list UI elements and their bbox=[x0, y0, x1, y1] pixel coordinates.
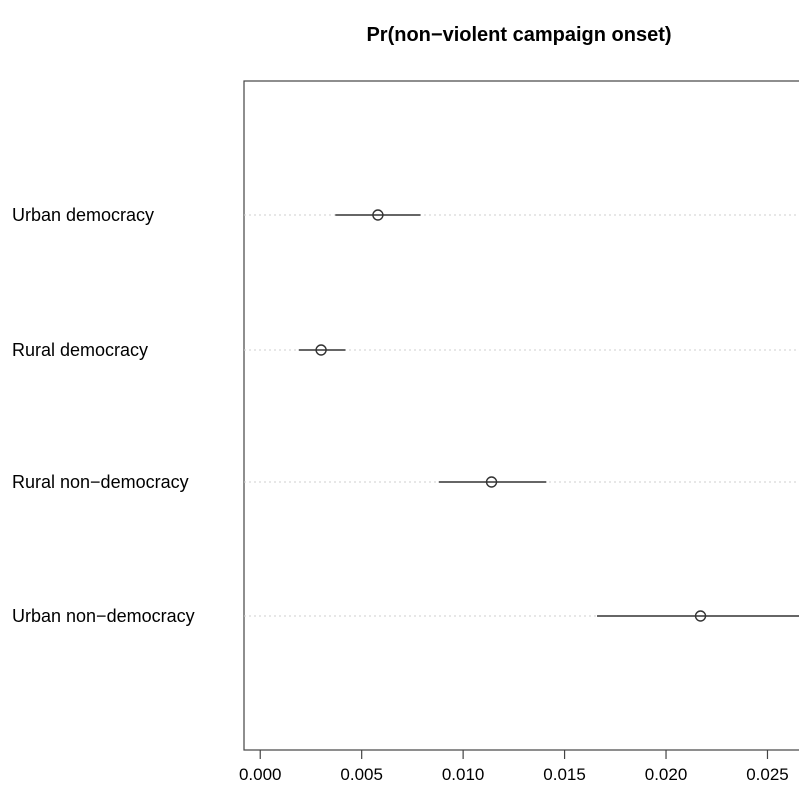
category-label: Rural democracy bbox=[12, 340, 148, 360]
category-label: Urban democracy bbox=[12, 205, 154, 225]
category-label: Rural non−democracy bbox=[12, 472, 189, 492]
x-axis: 0.000 0.005 0.010 0.015 0.020 0.025 bbox=[239, 750, 789, 784]
x-tick-label: 0.015 bbox=[543, 765, 586, 784]
x-tick-label: 0.010 bbox=[442, 765, 485, 784]
point-estimate bbox=[694, 610, 707, 622]
point-estimate bbox=[372, 209, 384, 221]
point-estimate bbox=[315, 344, 327, 356]
x-tick-label: 0.020 bbox=[645, 765, 688, 784]
x-tick-label: 0.005 bbox=[340, 765, 383, 784]
plot-frame bbox=[243, 80, 799, 751]
category-label: Urban non−democracy bbox=[12, 606, 195, 626]
x-tick-label: 0.025 bbox=[746, 765, 789, 784]
estimate-marks bbox=[298, 209, 799, 622]
chart-title: Pr(non−violent campaign onset) bbox=[366, 24, 671, 46]
guide-lines bbox=[244, 214, 799, 617]
category-labels: Urban democracy Rural democracy Rural non−… bbox=[12, 205, 195, 626]
point-estimate bbox=[485, 476, 498, 488]
x-tick-label: 0.000 bbox=[239, 765, 282, 784]
